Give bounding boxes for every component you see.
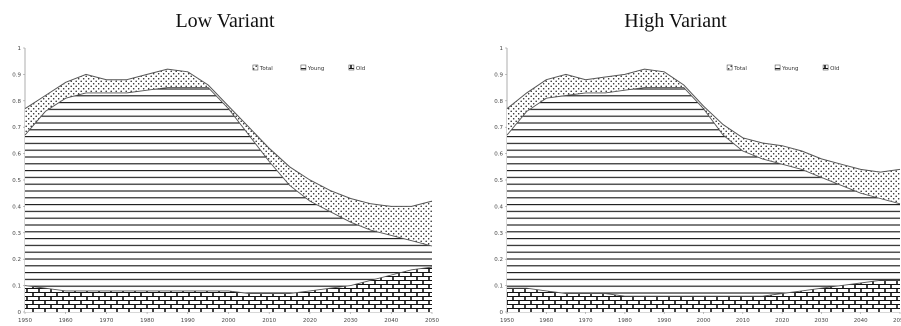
x-tick-label: 1950 [18, 318, 32, 324]
x-tick-label: 1950 [500, 318, 514, 324]
legend-label: Total [733, 66, 747, 72]
x-tick-label: 1960 [539, 318, 553, 324]
x-tick-label: 1990 [657, 318, 671, 324]
x-tick-label: 2020 [303, 318, 317, 324]
y-tick-label: 0.9 [494, 72, 503, 78]
legend-label: Young [307, 66, 324, 72]
series-line-total [506, 68, 901, 173]
y-tick-label: 0.6 [494, 152, 503, 158]
chart-panel-low: Low Variant 0 0.1 0.2 0.3 0.4 0.5 0.6 0.7 0.8 0.9… [0, 0, 450, 326]
x-tick-label: 2040 [384, 318, 398, 324]
y-tick-label: 0.3 [12, 231, 21, 237]
y-tick-label: 0.6 [12, 152, 21, 158]
x-tick-label: 2050 [893, 318, 901, 324]
legend-swatch [822, 64, 829, 71]
x-tick-label: 2050 [425, 318, 439, 324]
chart-title: Low Variant [175, 10, 275, 32]
legend-swatch [726, 64, 733, 71]
series-line-old [24, 266, 433, 294]
x-tick-label: 1970 [579, 318, 593, 324]
series-area-old [25, 267, 432, 312]
x-tick-label: 2040 [854, 318, 868, 324]
x-tick-label: 2020 [775, 318, 789, 324]
series-area-total [25, 69, 432, 246]
series-area-total [507, 69, 900, 204]
x-tick-label: 2030 [814, 318, 828, 324]
series-area-young [25, 87, 432, 312]
chart-low-variant: 0 0.1 0.2 0.3 0.4 0.5 0.6 0.7 0.8 0.9 1 1950 1960 197… [12, 46, 439, 324]
x-tick-label: 1980 [618, 318, 632, 324]
y-tick-label: 0 [18, 310, 22, 316]
legend-swatch [348, 64, 355, 71]
legend-label: Old [830, 66, 839, 72]
y-tick-label: 0.1 [12, 284, 21, 290]
series-line-total [24, 68, 433, 207]
chart-panel-high: High Variant 0 0.1 0.2 0.3 0.4 0.5 0.6 0.7 0.8 0.… [450, 0, 901, 326]
y-tick-label: 0.2 [494, 257, 503, 263]
series-area-young [507, 87, 900, 312]
x-tick-label: 2010 [736, 318, 750, 324]
y-tick-label: 0.2 [12, 257, 21, 263]
x-tick-label: 1970 [99, 318, 113, 324]
chart-title: High Variant [624, 10, 727, 32]
x-tick-label: 2000 [697, 318, 711, 324]
y-tick-label: 1 [500, 46, 504, 52]
y-tick-label: 0 [500, 310, 504, 316]
y-tick-label: 0.8 [12, 99, 21, 105]
legend-swatch [300, 64, 307, 71]
y-tick-label: 0.7 [12, 125, 21, 131]
y-tick-label: 0.5 [494, 178, 503, 184]
y-tick-label: 0.7 [494, 125, 503, 131]
x-tick-label: 1980 [140, 318, 154, 324]
legend-label: Total [259, 66, 273, 72]
x-tick-label: 2010 [262, 318, 276, 324]
chart-high-variant: 0 0.1 0.2 0.3 0.4 0.5 0.6 0.7 0.8 0.9 1 1950 1960 197… [494, 46, 901, 324]
y-tick-label: 0.5 [12, 178, 21, 184]
x-tick-label: 1990 [181, 318, 195, 324]
x-tick-label: 2000 [222, 318, 236, 324]
legend-label: Old [356, 66, 365, 72]
legend-swatch [774, 64, 781, 71]
legend-swatch [252, 64, 259, 71]
y-tick-label: 0.9 [12, 72, 21, 78]
y-tick-label: 0.1 [494, 284, 503, 290]
series-line-young [506, 87, 901, 205]
y-tick-label: 0.4 [12, 204, 21, 210]
y-tick-label: 0.4 [494, 204, 503, 210]
y-tick-label: 0.3 [494, 231, 503, 237]
series-line-old [507, 279, 900, 297]
x-tick-label: 2030 [344, 318, 358, 324]
x-tick-label: 1960 [59, 318, 73, 324]
series-area-old [507, 280, 900, 312]
series-line-young [24, 87, 433, 247]
y-tick-label: 1 [18, 46, 22, 52]
legend-label: Young [781, 66, 798, 72]
y-tick-label: 0.8 [494, 99, 503, 105]
